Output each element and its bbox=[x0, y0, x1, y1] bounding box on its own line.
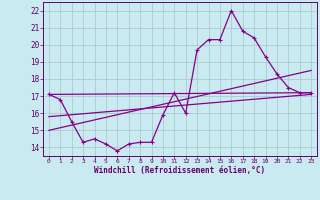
X-axis label: Windchill (Refroidissement éolien,°C): Windchill (Refroidissement éolien,°C) bbox=[94, 166, 266, 175]
